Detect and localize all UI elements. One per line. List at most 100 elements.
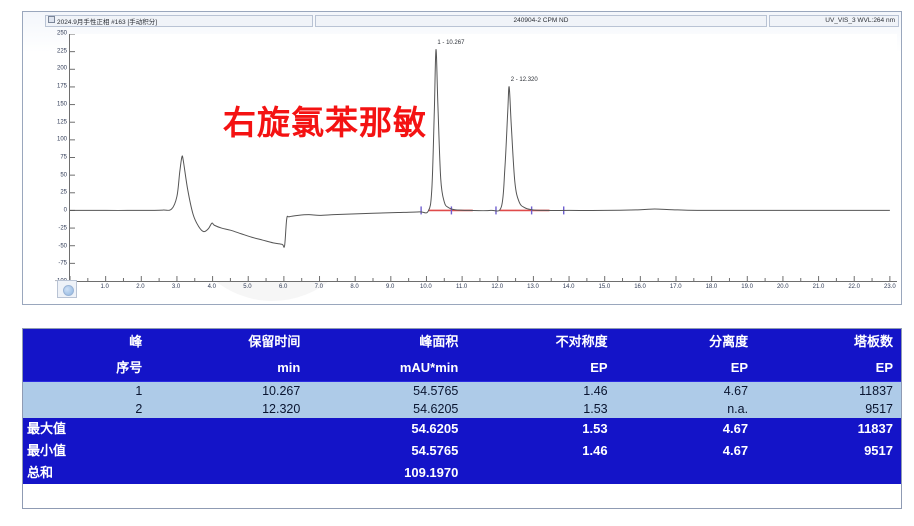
cell-index: 2 — [23, 400, 151, 418]
summary-label: 总和 — [23, 462, 151, 484]
x-tick-label: 14.0 — [562, 284, 575, 290]
cell-area: 54.5765 — [308, 381, 467, 400]
y-tick-label: 250 — [56, 30, 67, 37]
x-axis-tick-labels: 0.01.02.03.04.05.06.07.08.09.010.011.012… — [65, 284, 897, 296]
y-tick-label: 25 — [60, 189, 67, 196]
summary-plates: 11837 — [756, 418, 901, 440]
summary-asymmetry — [466, 462, 616, 484]
x-tick-label: 3.0 — [171, 284, 181, 290]
summary-asymmetry: 1.46 — [466, 440, 616, 462]
header-plate-number: 塔板数 — [756, 329, 901, 355]
y-tick-label: 150 — [56, 101, 67, 108]
summary-resolution: 4.67 — [615, 418, 757, 440]
y-tick-label: -50 — [58, 243, 67, 250]
x-tick-label: 8.0 — [350, 284, 359, 290]
table-row[interactable]: 1 10.267 54.5765 1.46 4.67 11837 — [23, 381, 901, 400]
summary-label: 最大值 — [23, 418, 151, 440]
header-peak-area: 峰面积 — [308, 329, 467, 355]
y-tick-label: 50 — [60, 172, 67, 179]
chromatogram-header-center: 240904-2 CPM ND — [315, 15, 767, 27]
peak-annotation-label: 2 - 12.320 — [510, 77, 538, 84]
results-table-summary: 最大值 54.6205 1.53 4.67 11837 最小值 54.5765 1.46 4.6… — [23, 418, 901, 484]
y-tick-label: 0 — [63, 207, 67, 214]
cell-resolution: 4.67 — [615, 381, 757, 400]
y-tick-label: 125 — [56, 119, 67, 126]
x-tick-label: 22.0 — [848, 284, 861, 290]
unit-asymmetry: EP — [466, 355, 616, 382]
results-table-body: 1 10.267 54.5765 1.46 4.67 11837 2 12.320 54.620… — [23, 381, 901, 418]
cell-plates: 11837 — [756, 381, 901, 400]
unit-peak-area: mAU*min — [308, 355, 467, 382]
summary-asymmetry: 1.53 — [466, 418, 616, 440]
y-axis-tick-labels: 2502252001751501251007550250-25-50-75-10… — [43, 30, 67, 285]
summary-row: 最小值 54.5765 1.46 4.67 9517 — [23, 440, 901, 462]
y-tick-label: -75 — [58, 260, 67, 267]
y-tick-label: 200 — [56, 65, 67, 72]
x-tick-label: 12.0 — [491, 284, 504, 290]
x-tick-label: 6.0 — [278, 284, 288, 290]
summary-label: 最小值 — [23, 440, 151, 462]
x-tick-label: 10.0 — [420, 284, 432, 290]
unit-plate-number: EP — [756, 355, 901, 382]
summary-plates: 9517 — [756, 440, 901, 462]
plot-origin-button[interactable] — [57, 280, 77, 298]
x-tick-label: 16.0 — [634, 284, 646, 290]
x-tick-label: 2.0 — [136, 284, 145, 290]
y-tick-label: 75 — [60, 154, 67, 161]
header-left-text: 2024.9月手性正相 #163 [手动积分] — [57, 19, 158, 26]
header-peak: 峰 — [23, 329, 151, 355]
chromatogram-panel: 2024.9月手性正相 #163 [手动积分] 240904-2 CPM ND … — [22, 11, 902, 305]
x-tick-label: 7.0 — [314, 284, 323, 290]
chromatogram-trace-svg — [70, 34, 891, 281]
cell-index: 1 — [23, 381, 151, 400]
results-table: 峰 保留时间 峰面积 不对称度 分离度 塔板数 序号 min mAU*min E… — [23, 329, 901, 484]
unit-retention-time: min — [150, 355, 309, 382]
origin-dot-icon — [63, 285, 74, 296]
x-tick-label: 5.0 — [243, 284, 252, 290]
cell-asymmetry: 1.53 — [466, 400, 616, 418]
summary-plates — [756, 462, 901, 484]
y-tick-label: 100 — [56, 136, 67, 143]
analyte-annotation: 右旋氯苯那敏 — [223, 103, 427, 142]
summary-row: 最大值 54.6205 1.53 4.67 11837 — [23, 418, 901, 440]
x-tick-label: 20.0 — [776, 284, 789, 290]
summary-area: 109.1970 — [308, 462, 467, 484]
x-tick-label: 21.0 — [812, 284, 825, 290]
x-tick-label: 11.0 — [455, 284, 468, 290]
unit-peak-index: 序号 — [23, 355, 151, 382]
cell-resolution: n.a. — [615, 400, 757, 418]
y-tick-label: 175 — [56, 83, 67, 90]
header-retention-time: 保留时间 — [150, 329, 309, 355]
summary-resolution — [615, 462, 757, 484]
results-table-head: 峰 保留时间 峰面积 不对称度 分离度 塔板数 序号 min mAU*min E… — [23, 329, 901, 382]
summary-retention-time — [150, 440, 309, 462]
header-row-primary: 峰 保留时间 峰面积 不对称度 分离度 塔板数 — [23, 329, 901, 355]
results-table-container: 峰 保留时间 峰面积 不对称度 分离度 塔板数 序号 min mAU*min E… — [22, 328, 902, 509]
cell-asymmetry: 1.46 — [466, 381, 616, 400]
cell-plates: 9517 — [756, 400, 901, 418]
y-tick-label: 225 — [56, 48, 67, 55]
x-tick-label: 17.0 — [669, 284, 682, 290]
cell-retention-time: 12.320 — [150, 400, 309, 418]
unit-resolution: EP — [615, 355, 757, 382]
chromatogram-header-right: UV_VIS_3 WVL:264 nm — [769, 15, 899, 27]
table-row[interactable]: 2 12.320 54.6205 1.53 n.a. 9517 — [23, 400, 901, 418]
cell-area: 54.6205 — [308, 400, 467, 418]
summary-retention-time — [150, 462, 309, 484]
chromatogram-header-left: 2024.9月手性正相 #163 [手动积分] — [45, 15, 313, 27]
summary-area: 54.5765 — [308, 440, 467, 462]
y-tick-label: -25 — [58, 225, 67, 232]
summary-row: 总和 109.1970 — [23, 462, 901, 484]
summary-area: 54.6205 — [308, 418, 467, 440]
header-row-units: 序号 min mAU*min EP EP EP — [23, 355, 901, 382]
x-tick-label: 19.0 — [741, 284, 753, 290]
x-tick-label: 13.0 — [527, 284, 539, 290]
x-tick-label: 9.0 — [386, 284, 395, 290]
x-tick-label: 23.0 — [884, 284, 896, 290]
x-tick-label: 4.0 — [207, 284, 216, 290]
peak-annotation-label: 1 - 10.267 — [437, 39, 465, 46]
plot-area[interactable] — [69, 34, 897, 282]
cell-retention-time: 10.267 — [150, 381, 309, 400]
header-resolution: 分离度 — [615, 329, 757, 355]
